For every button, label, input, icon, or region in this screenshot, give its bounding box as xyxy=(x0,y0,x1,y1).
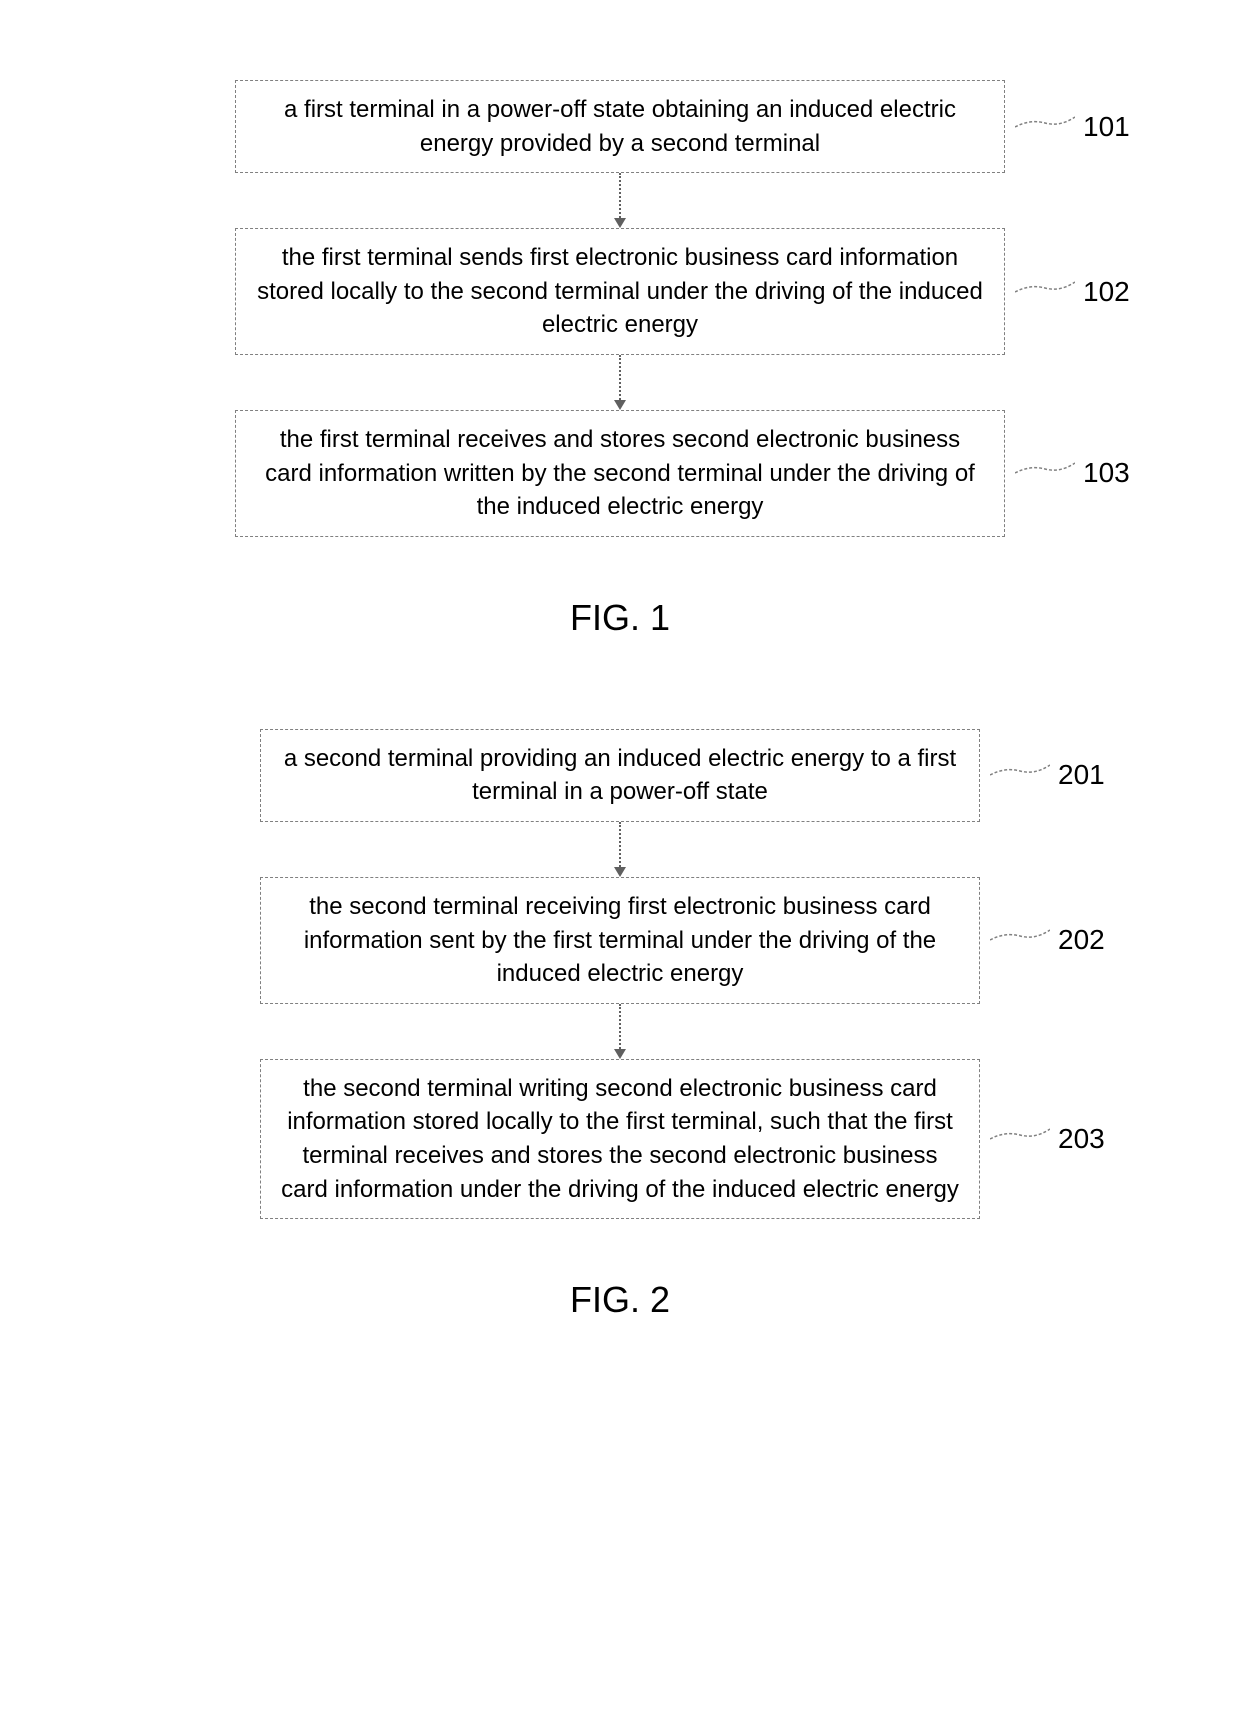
box-text: the first terminal sends first electroni… xyxy=(257,244,983,338)
box-text: the second terminal writing second elect… xyxy=(281,1075,959,1203)
figure-2-flowchart: a second terminal providing an induced e… xyxy=(100,729,1140,1219)
figure-2-caption: FIG. 2 xyxy=(100,1279,1140,1321)
label-connector: 201 xyxy=(990,759,1105,791)
figure-1-flowchart: a first terminal in a power-off state ob… xyxy=(100,80,1140,537)
arrow-head xyxy=(614,218,626,228)
arrow-down-icon xyxy=(610,173,630,228)
arrow-head xyxy=(614,867,626,877)
arrow-line xyxy=(619,1004,621,1049)
arrow-down-icon xyxy=(610,1004,630,1059)
step-label: 202 xyxy=(1058,924,1105,956)
arrow-line xyxy=(619,822,621,867)
flowchart-box: a first terminal in a power-off state ob… xyxy=(235,80,1005,173)
figure-1-caption: FIG. 1 xyxy=(100,597,1140,639)
label-connector: 102 xyxy=(1015,276,1130,308)
arrow-line xyxy=(619,173,621,218)
arrow-down-icon xyxy=(610,822,630,877)
step-container: the second terminal receiving first elec… xyxy=(100,877,1140,1004)
label-connector: 202 xyxy=(990,924,1105,956)
step-label: 101 xyxy=(1083,111,1130,143)
label-connector: 203 xyxy=(990,1123,1105,1155)
box-text: the second terminal receiving first elec… xyxy=(304,893,936,987)
arrow-head xyxy=(614,400,626,410)
connector-curve xyxy=(1015,280,1075,304)
step-container: the second terminal writing second elect… xyxy=(100,1059,1140,1219)
flowchart-box: the second terminal receiving first elec… xyxy=(260,877,980,1004)
connector-curve xyxy=(1015,461,1075,485)
label-connector: 103 xyxy=(1015,457,1130,489)
arrow-line xyxy=(619,355,621,400)
flowchart-box: the first terminal sends first electroni… xyxy=(235,228,1005,355)
box-text: a first terminal in a power-off state ob… xyxy=(284,96,956,157)
arrow-down-icon xyxy=(610,355,630,410)
step-label: 103 xyxy=(1083,457,1130,489)
step-container: a first terminal in a power-off state ob… xyxy=(100,80,1140,173)
connector-curve xyxy=(1015,115,1075,139)
step-container: the first terminal sends first electroni… xyxy=(100,228,1140,355)
connector-curve xyxy=(990,763,1050,787)
step-label: 201 xyxy=(1058,759,1105,791)
flowchart-box: a second terminal providing an induced e… xyxy=(260,729,980,822)
step-container: the first terminal receives and stores s… xyxy=(100,410,1140,537)
flowchart-box: the first terminal receives and stores s… xyxy=(235,410,1005,537)
flowchart-box: the second terminal writing second elect… xyxy=(260,1059,980,1219)
step-label: 102 xyxy=(1083,276,1130,308)
label-connector: 101 xyxy=(1015,111,1130,143)
arrow-head xyxy=(614,1049,626,1059)
connector-curve xyxy=(990,928,1050,952)
box-text: the first terminal receives and stores s… xyxy=(265,426,975,520)
step-label: 203 xyxy=(1058,1123,1105,1155)
step-container: a second terminal providing an induced e… xyxy=(100,729,1140,822)
box-text: a second terminal providing an induced e… xyxy=(284,745,956,806)
connector-curve xyxy=(990,1127,1050,1151)
